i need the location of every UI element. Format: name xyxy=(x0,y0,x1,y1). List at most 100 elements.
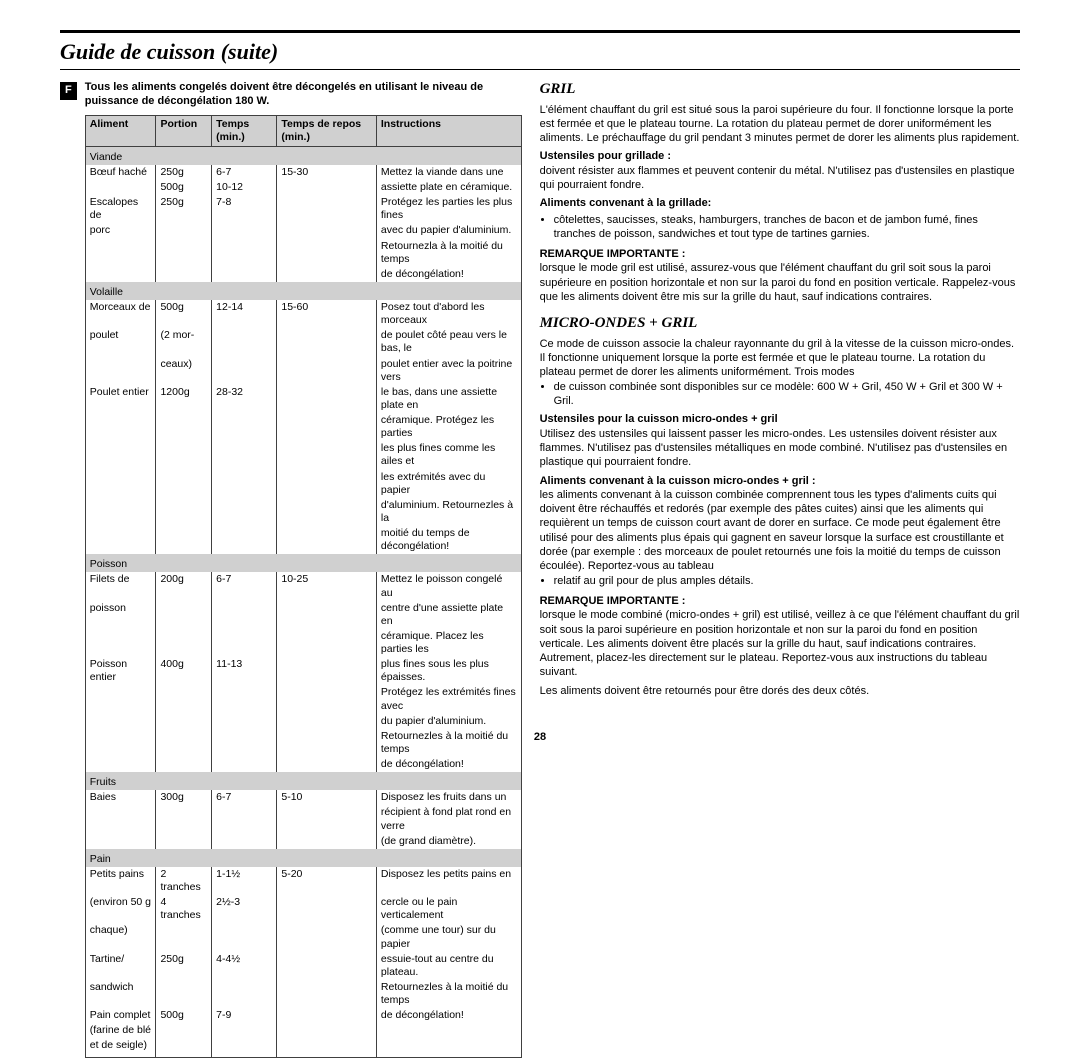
cell: 28-32 xyxy=(212,385,277,413)
cell xyxy=(277,895,377,923)
header-row: Aliment Portion Temps (min.) Temps de re… xyxy=(85,115,521,146)
cell: Protégez les extrémités fines avec xyxy=(376,685,521,713)
top-rule xyxy=(60,30,1020,33)
row: Petits pains2 tranches1-1½5-20Disposez l… xyxy=(85,867,521,895)
cell xyxy=(277,328,377,356)
cell: Protégez les parties les plus fines xyxy=(376,195,521,223)
right-column: GRIL L'élément chauffant du gril est sit… xyxy=(540,80,1020,1058)
cell xyxy=(85,834,156,849)
cell xyxy=(212,498,277,526)
cell: Disposez les fruits dans un xyxy=(376,790,521,805)
cell: 4 tranches xyxy=(156,895,212,923)
cell: Baies xyxy=(85,790,156,805)
cell: Disposez les petits pains en xyxy=(376,867,521,895)
cell xyxy=(212,239,277,267)
cell: ceaux) xyxy=(156,357,212,385)
row: (environ 50 g4 tranches2½-3cercle ou le … xyxy=(85,895,521,923)
cell: céramique. Placez les parties les xyxy=(376,629,521,657)
cell xyxy=(212,413,277,441)
cell: (farine de blé xyxy=(85,1023,156,1038)
cell xyxy=(212,223,277,238)
row: Poulet entier1200g28-32le bas, dans une … xyxy=(85,385,521,413)
cell: 6-7 xyxy=(212,572,277,600)
remarque1-para: lorsque le mode gril est utilisé, assure… xyxy=(540,261,1020,304)
aliments-heading: Aliments convenant à la grillade: xyxy=(540,196,1020,210)
cell: cercle ou le pain verticalement xyxy=(376,895,521,923)
th-instr: Instructions xyxy=(376,115,521,146)
cat-pain: Pain xyxy=(85,849,521,867)
cell xyxy=(277,980,377,1008)
cell: sandwich xyxy=(85,980,156,1008)
cell: 250g xyxy=(156,165,212,180)
cell xyxy=(212,714,277,729)
cat-cell: Poisson xyxy=(85,554,521,572)
cell: de décongélation! xyxy=(376,1008,521,1023)
row: les extrémités avec du papier xyxy=(85,470,521,498)
cell xyxy=(85,470,156,498)
row: sandwichRetournezles à la moitié du temp… xyxy=(85,980,521,1008)
cell: 7-9 xyxy=(212,1008,277,1023)
th-aliment: Aliment xyxy=(85,115,156,146)
cell xyxy=(212,1023,277,1038)
cell xyxy=(277,1023,377,1038)
cell xyxy=(212,526,277,554)
cell xyxy=(277,413,377,441)
cell xyxy=(277,1038,377,1057)
cell xyxy=(156,1023,212,1038)
row: les plus fines comme les ailes et xyxy=(85,441,521,469)
cell: 200g xyxy=(156,572,212,600)
cell xyxy=(277,657,377,685)
mog-al-para: les aliments convenant à la cuisson comb… xyxy=(540,488,1020,574)
th-temps: Temps (min.) xyxy=(212,115,277,146)
cell xyxy=(156,805,212,833)
cell xyxy=(156,441,212,469)
cell xyxy=(376,1023,521,1038)
cell xyxy=(85,714,156,729)
cell xyxy=(212,328,277,356)
cell: 250g xyxy=(156,952,212,980)
row: céramique. Placez les parties les xyxy=(85,629,521,657)
row: poulet(2 mor-de poulet côté peau vers le… xyxy=(85,328,521,356)
mog-heading: MICRO-ONDES + GRIL xyxy=(540,314,1020,334)
row: porc avec du papier d'aluminium. xyxy=(85,223,521,238)
cell xyxy=(85,629,156,657)
cell xyxy=(212,1038,277,1057)
row: 500g 10-12 assiette plate en céramique. xyxy=(85,180,521,195)
cell xyxy=(156,470,212,498)
cell xyxy=(85,685,156,713)
cat-viande-cell: Viande xyxy=(85,146,521,165)
cell: du papier d'aluminium. xyxy=(376,714,521,729)
cell xyxy=(212,441,277,469)
cell xyxy=(156,980,212,1008)
cell: 1200g xyxy=(156,385,212,413)
cell xyxy=(156,526,212,554)
cell xyxy=(277,470,377,498)
remarque2-para2: Les aliments doivent être retournés pour… xyxy=(540,684,1020,698)
cell: Petits pains xyxy=(85,867,156,895)
cell: poulet entier avec la poitrine vers xyxy=(376,357,521,385)
cell: moitié du temps de décongélation! xyxy=(376,526,521,554)
cell xyxy=(277,757,377,772)
cell: porc xyxy=(85,223,156,238)
cell: Filets de xyxy=(85,572,156,600)
cell xyxy=(156,1038,212,1057)
cat-cell: Volaille xyxy=(85,282,521,300)
row: (de grand diamètre). xyxy=(85,834,521,849)
cell: 500g xyxy=(156,1008,212,1023)
cell: avec du papier d'aluminium. xyxy=(376,223,521,238)
cell: assiette plate en céramique. xyxy=(376,180,521,195)
row: poissoncentre d'une assiette plate en xyxy=(85,601,521,629)
cell xyxy=(212,834,277,849)
cell xyxy=(85,498,156,526)
cell: 2 tranches xyxy=(156,867,212,895)
cell xyxy=(212,470,277,498)
cell xyxy=(277,223,377,238)
row: Protégez les extrémités fines avec xyxy=(85,685,521,713)
row: de décongélation! xyxy=(85,757,521,772)
cell: (comme une tour) sur du papier xyxy=(376,923,521,951)
cat-viande: Viande xyxy=(85,146,521,165)
list-item: côtelettes, saucisses, steaks, hamburger… xyxy=(554,213,1020,242)
cell xyxy=(212,923,277,951)
cell xyxy=(277,267,377,282)
th-portion: Portion xyxy=(156,115,212,146)
